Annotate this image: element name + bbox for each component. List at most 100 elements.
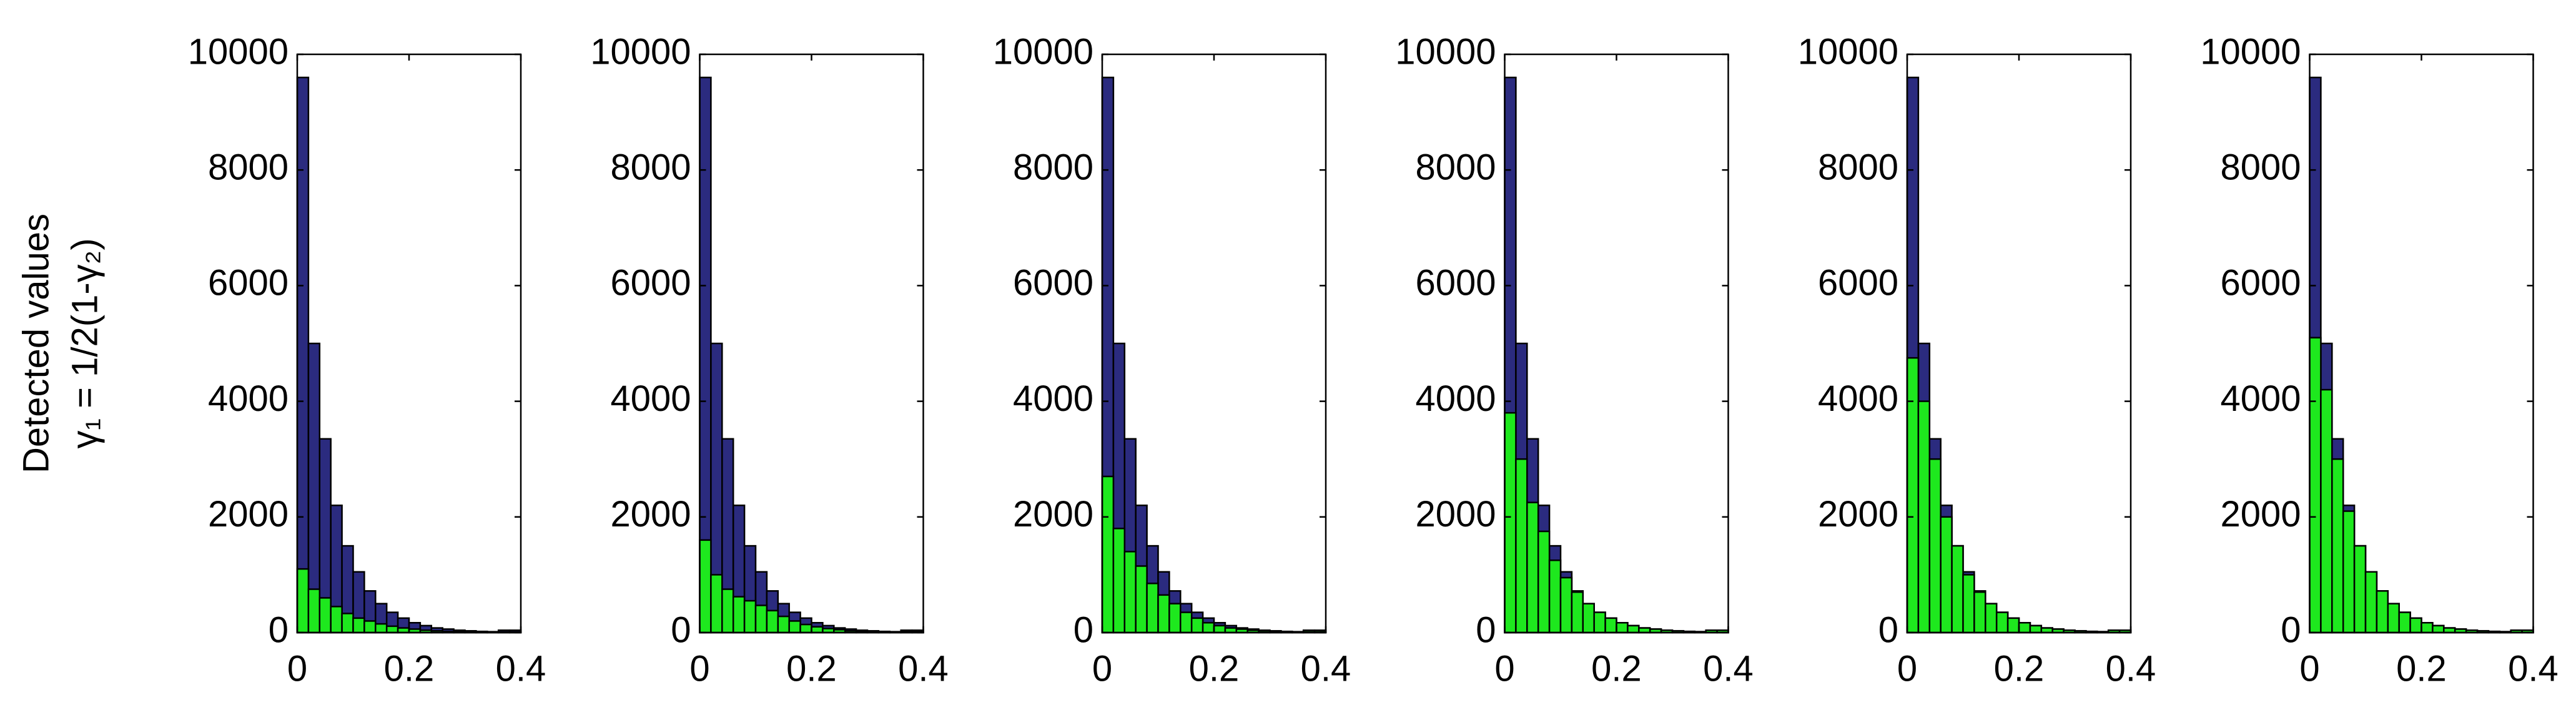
bar <box>799 623 812 634</box>
x-tick-label: 0 <box>1494 648 1514 689</box>
y-tick-label: 10000 <box>2200 31 2301 72</box>
bar <box>1526 501 1539 634</box>
bar <box>1190 617 1204 634</box>
y-tick-label: 0 <box>1073 609 1093 650</box>
y-tick-label: 4000 <box>1013 378 1093 419</box>
y-tick-label: 4000 <box>2220 378 2301 419</box>
bar <box>732 596 746 634</box>
bar <box>2018 622 2031 634</box>
bar <box>2006 617 2020 634</box>
y-tick-label: 2000 <box>208 494 289 535</box>
bar <box>1571 591 1584 634</box>
y-tick-label: 2000 <box>1415 494 1496 535</box>
bar <box>296 568 310 634</box>
bar <box>1168 603 1182 634</box>
y-tick-label: 6000 <box>1415 263 1496 303</box>
bar <box>754 604 768 634</box>
y-tick-label: 10000 <box>188 31 289 72</box>
bar <box>2421 622 2434 634</box>
y-tick-label: 6000 <box>2220 263 2301 303</box>
y-tick-label: 0 <box>2281 609 2301 650</box>
x-tick-label: 0 <box>2299 648 2319 689</box>
bar <box>2398 611 2411 634</box>
bar <box>1112 528 1126 634</box>
bar <box>1627 624 1640 634</box>
y-tick-label: 4000 <box>610 378 691 419</box>
y-tick-label: 8000 <box>208 147 289 188</box>
bar <box>699 539 712 634</box>
bar <box>307 588 321 634</box>
x-tick-label: 0.4 <box>2508 648 2559 689</box>
bar <box>743 599 757 634</box>
y-tick-label: 4000 <box>1818 378 1898 419</box>
bar <box>1951 545 1964 634</box>
y-tick-label: 8000 <box>1415 147 1496 188</box>
y-tick-label: 10000 <box>1395 31 1496 72</box>
y-tick-label: 6000 <box>1013 263 1093 303</box>
bar <box>2331 458 2344 634</box>
bar <box>1101 475 1115 634</box>
y-tick-label: 8000 <box>2220 147 2301 188</box>
x-tick-label: 0 <box>1897 648 1917 689</box>
bar <box>1985 603 1998 634</box>
x-tick-label: 0.2 <box>1189 648 1240 689</box>
y-tick-label: 6000 <box>208 263 289 303</box>
y-axis-label: γ₁ = 1/2(1-γ₂) <box>64 238 105 448</box>
bar <box>1559 576 1573 634</box>
y-tick-label: 4000 <box>1415 378 1496 419</box>
y-tick-label: 0 <box>269 609 289 650</box>
bar <box>766 609 779 634</box>
y-tick-label: 0 <box>671 609 691 650</box>
bar <box>1995 611 2009 634</box>
bar <box>788 620 801 634</box>
bar <box>1157 594 1170 634</box>
x-tick-label: 0 <box>689 648 709 689</box>
bar <box>1917 400 1931 634</box>
bar <box>1962 574 1975 634</box>
bar <box>1616 622 1629 634</box>
bar <box>1593 611 1606 634</box>
bar <box>710 574 723 634</box>
y-tick-label: 10000 <box>993 31 1093 72</box>
y-tick-label: 8000 <box>1013 147 1093 188</box>
y-tick-label: 10000 <box>1798 31 1898 72</box>
bar <box>1582 603 1595 634</box>
y-tick-label: 0 <box>1878 609 1898 650</box>
bar <box>363 620 377 634</box>
y-tick-label: 4000 <box>208 378 289 419</box>
y-tick-label: 6000 <box>610 263 691 303</box>
bar <box>1146 583 1159 634</box>
bar <box>2353 545 2367 634</box>
bar <box>341 613 354 634</box>
bar <box>385 625 399 634</box>
bar <box>1135 565 1148 634</box>
bar <box>330 606 343 634</box>
bar <box>296 76 310 634</box>
y-tick-label: 8000 <box>1818 147 1898 188</box>
bar <box>777 615 790 634</box>
bar <box>1973 591 1986 634</box>
bar <box>352 617 365 634</box>
bar <box>1504 412 1517 634</box>
y-axis-label: Detected values <box>16 214 56 473</box>
x-tick-label: 0.4 <box>1301 648 1351 689</box>
bar <box>2364 571 2378 634</box>
y-tick-label: 2000 <box>610 494 691 535</box>
x-tick-label: 0.4 <box>898 648 949 689</box>
y-tick-label: 8000 <box>610 147 691 188</box>
bar <box>1604 617 1617 634</box>
x-tick-label: 0 <box>287 648 307 689</box>
x-tick-label: 0 <box>1092 648 1112 689</box>
bar <box>1548 560 1562 634</box>
bar <box>2320 388 2333 634</box>
x-tick-label: 0.2 <box>2396 648 2447 689</box>
y-tick-label: 2000 <box>1818 494 1898 535</box>
bar <box>2387 603 2400 634</box>
x-tick-label: 0.4 <box>496 648 546 689</box>
bar <box>1515 458 1528 634</box>
bar <box>1537 530 1551 634</box>
bar <box>375 623 388 634</box>
y-tick-label: 0 <box>1476 609 1496 650</box>
bar <box>811 626 824 634</box>
